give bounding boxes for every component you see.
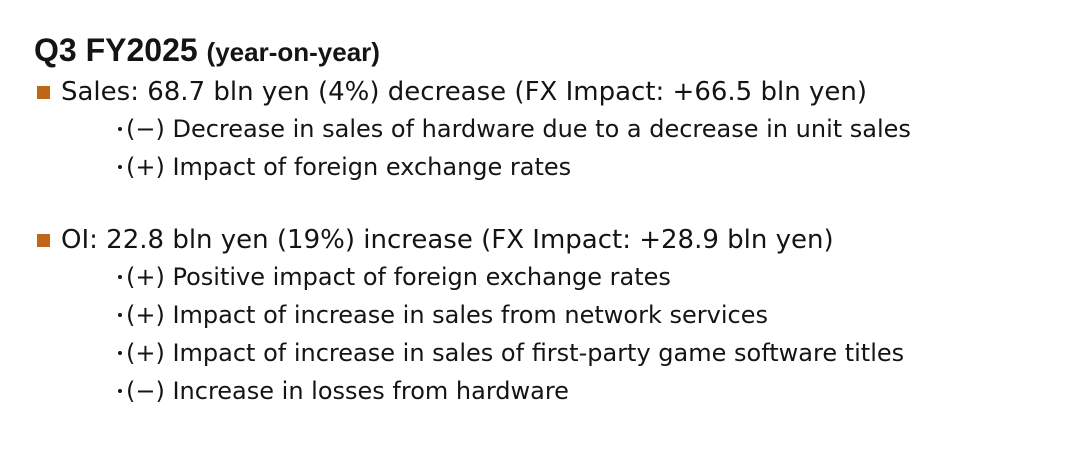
sales-section: Sales: 68.7 bln yen (4%) decrease (FX Im… (34, 74, 1064, 186)
dot-bullet-icon (118, 389, 122, 393)
list-item: (+) Impact of foreign exchange rates (34, 148, 1064, 186)
list-item: (+) Positive impact of foreign exchange … (34, 258, 1064, 296)
oi-bullet: OI: 22.8 bln yen (19%) increase (FX Impa… (34, 222, 1064, 258)
square-bullet-icon (37, 233, 50, 247)
list-item: (+) Impact of increase in sales from net… (34, 296, 1064, 334)
sales-factors: (−) Decrease in sales of hardware due to… (34, 110, 1064, 186)
dot-bullet-icon (118, 351, 122, 355)
slide-title: Q3 FY2025 (year-on-year) (34, 30, 1064, 72)
dot-bullet-icon (118, 165, 122, 169)
oi-factors: (+) Positive impact of foreign exchange … (34, 258, 1064, 410)
factor-text: (−) Decrease in sales of hardware due to… (126, 115, 911, 143)
oi-summary: OI: 22.8 bln yen (19%) increase (FX Impa… (61, 225, 834, 255)
factor-text: (+) Impact of increase in sales of first… (126, 339, 905, 367)
oi-section: OI: 22.8 bln yen (19%) increase (FX Impa… (34, 222, 1064, 410)
dot-bullet-icon (118, 275, 122, 279)
sales-bullet: Sales: 68.7 bln yen (4%) decrease (FX Im… (34, 74, 1064, 110)
factor-text: (+) Impact of increase in sales from net… (126, 301, 768, 329)
dot-bullet-icon (118, 313, 122, 317)
factor-text: (+) Positive impact of foreign exchange … (126, 263, 671, 291)
square-bullet-icon (37, 85, 50, 99)
title-main: Q3 FY2025 (34, 32, 198, 68)
dot-bullet-icon (118, 127, 122, 131)
sales-summary: Sales: 68.7 bln yen (4%) decrease (FX Im… (61, 77, 867, 107)
list-item: (+) Impact of increase in sales of first… (34, 334, 1064, 372)
factor-text: (−) Increase in losses from hardware (126, 377, 569, 405)
factor-text: (+) Impact of foreign exchange rates (126, 153, 572, 181)
slide-content: Q3 FY2025 (year-on-year) Sales: 68.7 bln… (34, 30, 1064, 410)
title-subtitle: (year-on-year) (206, 37, 380, 67)
list-item: (−) Increase in losses from hardware (34, 372, 1064, 410)
list-item: (−) Decrease in sales of hardware due to… (34, 110, 1064, 148)
